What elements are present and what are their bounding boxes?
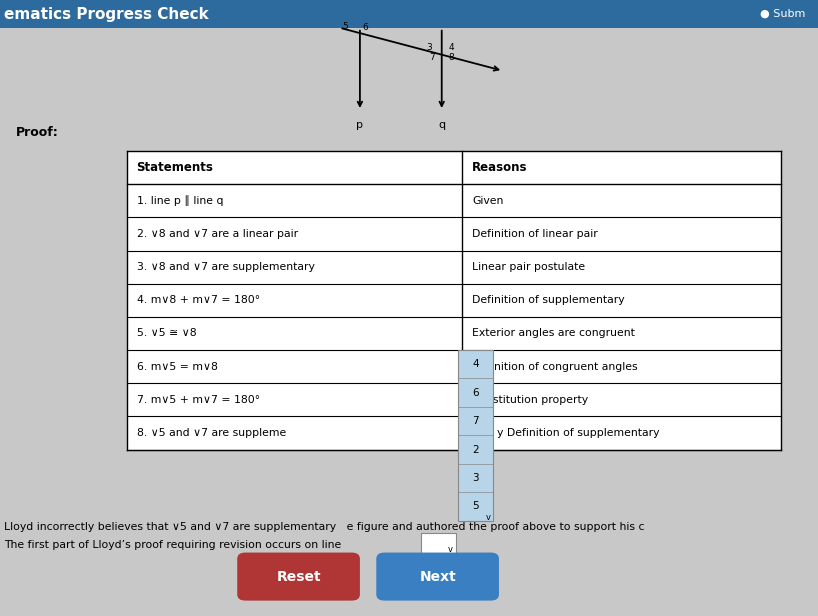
Text: 8: 8 — [448, 52, 455, 62]
Text: q: q — [438, 120, 445, 130]
Text: 3. ∨8 and ∨7 are supplementary: 3. ∨8 and ∨7 are supplementary — [137, 262, 314, 272]
Text: 8. ∨5 and ∨7 are suppleme: 8. ∨5 and ∨7 are suppleme — [137, 428, 285, 438]
Text: Statements: Statements — [137, 161, 213, 174]
Text: p: p — [357, 120, 363, 130]
Text: 7: 7 — [429, 52, 435, 62]
Text: Definition of congruent angles: Definition of congruent angles — [472, 362, 637, 371]
Text: 3: 3 — [426, 43, 433, 52]
Bar — [458, 350, 493, 521]
Text: 1. line p ∥ line q: 1. line p ∥ line q — [137, 195, 223, 206]
Text: Reset: Reset — [276, 570, 321, 583]
Text: y Definition of supplementary: y Definition of supplementary — [497, 428, 659, 438]
FancyBboxPatch shape — [0, 0, 818, 28]
Text: Reasons: Reasons — [472, 161, 528, 174]
Text: 5: 5 — [342, 22, 348, 31]
FancyBboxPatch shape — [237, 553, 360, 601]
Text: Definition of linear pair: Definition of linear pair — [472, 229, 598, 239]
Text: ● Subm: ● Subm — [761, 9, 806, 18]
Text: 6: 6 — [362, 23, 369, 32]
FancyBboxPatch shape — [376, 553, 499, 601]
Text: ematics Progress Check: ematics Progress Check — [4, 7, 209, 22]
Text: Linear pair postulate: Linear pair postulate — [472, 262, 585, 272]
Text: Lloyd incorrectly believes that ∨5 and ∨7 are supplementary   e figure and autho: Lloyd incorrectly believes that ∨5 and ∨… — [4, 522, 645, 532]
Text: 7. m∨5 + m∨7 = 180°: 7. m∨5 + m∨7 = 180° — [137, 395, 260, 405]
Text: Exterior angles are congruent: Exterior angles are congruent — [472, 328, 635, 339]
Text: 7: 7 — [472, 416, 479, 426]
Text: 3: 3 — [472, 473, 479, 483]
Text: v: v — [486, 513, 491, 522]
Text: 4: 4 — [472, 359, 479, 370]
Bar — [127, 151, 781, 450]
Text: Next: Next — [420, 570, 456, 583]
Text: 2: 2 — [472, 445, 479, 455]
Text: 6. m∨5 = m∨8: 6. m∨5 = m∨8 — [137, 362, 218, 371]
Text: 4. m∨8 + m∨7 = 180°: 4. m∨8 + m∨7 = 180° — [137, 295, 260, 306]
Text: 6: 6 — [472, 387, 479, 398]
Text: 4: 4 — [449, 43, 454, 52]
Text: The first part of Lloyd’s proof requiring revision occurs on line: The first part of Lloyd’s proof requirin… — [4, 540, 341, 550]
Text: 2. ∨8 and ∨7 are a linear pair: 2. ∨8 and ∨7 are a linear pair — [137, 229, 298, 239]
Text: Substitution property: Substitution property — [472, 395, 588, 405]
Text: 5. ∨5 ≅ ∨8: 5. ∨5 ≅ ∨8 — [137, 328, 196, 339]
Text: 5: 5 — [472, 501, 479, 511]
Text: Proof:: Proof: — [16, 126, 59, 139]
Bar — [421, 533, 456, 557]
Text: Given: Given — [472, 196, 503, 206]
Text: v: v — [448, 545, 453, 554]
Text: Definition of supplementary: Definition of supplementary — [472, 295, 625, 306]
